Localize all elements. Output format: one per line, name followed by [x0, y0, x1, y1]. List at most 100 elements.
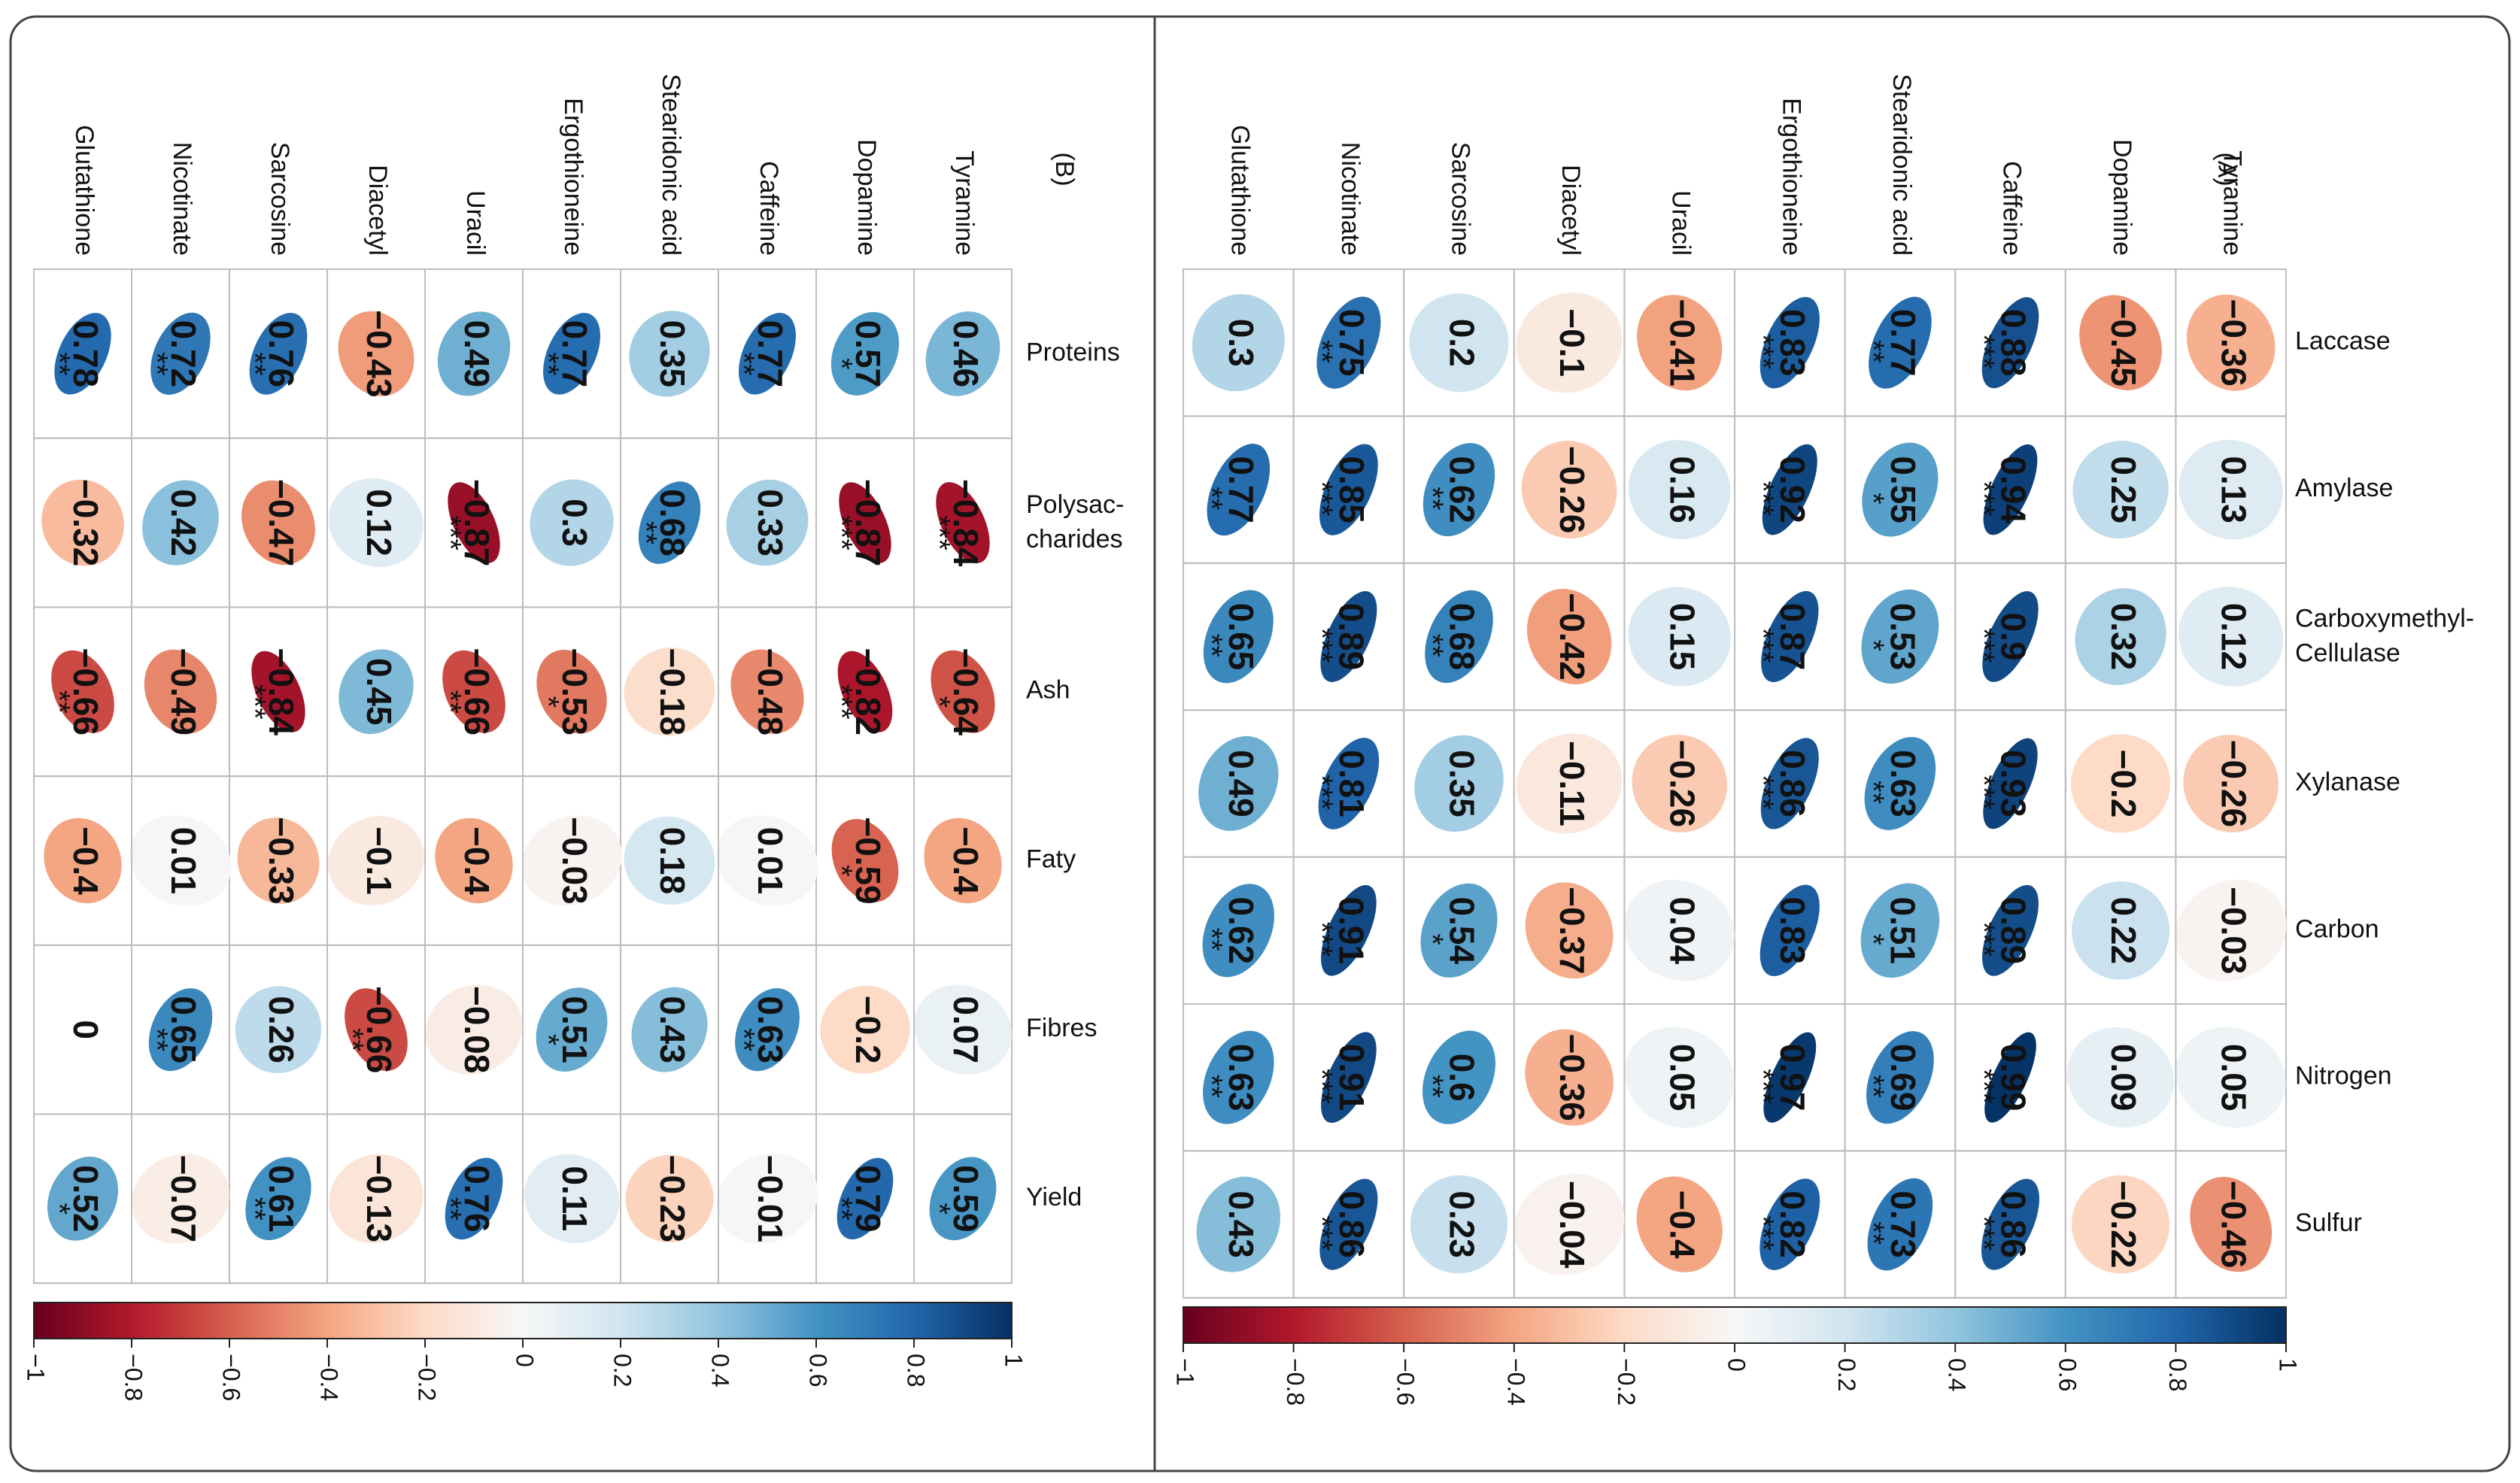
correlation-ellipse — [329, 478, 424, 568]
correlation-value: 0.3 — [555, 499, 594, 547]
correlation-value: 0.91 — [1332, 1044, 1371, 1111]
significance-stars: ** — [727, 1028, 761, 1051]
correlation-value: −0.4 — [66, 826, 105, 895]
significance-stars: ** — [1857, 1221, 1890, 1245]
correlation-ellipse — [1866, 1031, 1934, 1124]
correlation-value: 0.04 — [1663, 897, 1702, 965]
variable-label: Uracil — [1667, 190, 1696, 256]
correlation-ellipse — [521, 815, 622, 906]
property-label: Carbon — [2295, 914, 2379, 943]
significance-stars: *** — [1305, 775, 1338, 810]
significance-stars: ** — [1416, 487, 1449, 510]
correlation-value: −0.4 — [457, 826, 496, 895]
correlation-value: −0.37 — [1553, 887, 1592, 974]
correlation-ellipse — [1983, 444, 2038, 535]
significance-stars: ** — [1857, 1075, 1890, 1098]
significance-stars: ** — [1195, 927, 1228, 951]
colorbar-tick-label: 0 — [1723, 1358, 1750, 1372]
correlation-value: −0.45 — [2104, 299, 2143, 386]
correlation-value: −0.03 — [2215, 887, 2254, 974]
correlation-ellipse — [925, 311, 1000, 396]
correlation-ellipse — [536, 649, 607, 734]
significance-stars: *** — [1967, 775, 2000, 810]
correlation-ellipse — [1409, 293, 1509, 393]
correlation-value: −0.04 — [1553, 1181, 1592, 1269]
variable-label: Ergothioneine — [559, 98, 587, 256]
correlation-value: −0.64 — [946, 648, 985, 736]
significance-stars: *** — [1305, 628, 1338, 663]
correlation-ellipse — [1203, 1030, 1274, 1124]
significance-stars: ** — [336, 1028, 369, 1051]
correlation-ellipse — [1861, 589, 1939, 684]
panels: (B) Tyramine Dopamine Caffeine Stearidonic a… — [23, 74, 2475, 1406]
colorbar-tick-label: −0.8 — [120, 1354, 147, 1401]
correlation-value: 0.73 — [1884, 1190, 1923, 1258]
correlation-value: 0.55 — [1884, 456, 1923, 523]
panel-title: (A) — [2212, 152, 2241, 186]
correlation-ellipse — [150, 312, 211, 395]
colorbar-tick-label: 0.6 — [805, 1354, 832, 1387]
colorbar-tick-label: −0.6 — [1392, 1358, 1419, 1406]
property-label: Faty — [1026, 845, 1076, 873]
correlation-ellipse — [836, 1157, 894, 1240]
significance-stars: ** — [532, 352, 565, 375]
significance-stars: * — [1857, 493, 1890, 505]
correlation-value: 0.86 — [1332, 1190, 1371, 1258]
property-label: Carboxymethyl- — [2295, 604, 2474, 632]
correlation-value: −0.87 — [849, 479, 888, 566]
correlation-ellipse — [2178, 587, 2284, 687]
colorbar-tick-label: −0.4 — [316, 1354, 343, 1401]
correlation-ellipse — [1525, 882, 1614, 979]
correlation-value: 0.63 — [751, 996, 790, 1063]
correlation-value: 0.33 — [751, 489, 790, 557]
correlation-ellipse — [328, 816, 424, 905]
variable-label: Uracil — [461, 190, 490, 256]
significance-stars: *** — [1967, 922, 2000, 957]
panel-title: (B) — [1050, 152, 1079, 186]
variable-label: Nicotinate — [168, 142, 196, 256]
correlation-ellipse — [820, 985, 910, 1074]
correlation-ellipse — [1867, 1178, 1933, 1271]
significance-stars: ** — [43, 690, 76, 714]
correlation-value: 0.11 — [555, 1166, 594, 1231]
significance-stars: * — [1857, 639, 1890, 651]
colorbar-tick-label: 0.2 — [1833, 1358, 1860, 1391]
correlation-value: 0.83 — [1773, 897, 1812, 965]
correlation-value: 0.9 — [1993, 613, 2033, 661]
correlation-ellipse — [739, 313, 796, 395]
significance-stars: *** — [1305, 922, 1338, 957]
significance-stars: *** — [825, 684, 858, 720]
significance-stars: *** — [1305, 481, 1338, 516]
correlation-ellipse — [1628, 587, 1731, 687]
correlation-value: 0.87 — [1773, 603, 1812, 671]
correlation-value: −0.49 — [164, 648, 203, 735]
significance-stars: ** — [727, 352, 761, 375]
colorbar-tick-label: −0.6 — [218, 1354, 245, 1401]
correlation-value: 0.99 — [1993, 1044, 2033, 1111]
correlation-value: 0.94 — [1993, 456, 2033, 523]
correlation-value: 0.85 — [1332, 456, 1371, 523]
correlation-value: 0.2 — [1442, 319, 1481, 367]
correlation-value: −0.1 — [1553, 308, 1592, 377]
correlation-value: −0.2 — [2104, 749, 2143, 817]
correlation-value: −0.43 — [360, 310, 399, 397]
significance-stars: *** — [1305, 1069, 1338, 1104]
correlation-value: 0.05 — [2215, 1044, 2254, 1111]
correlation-ellipse — [1624, 880, 1735, 981]
colorbar-tick-label: −1 — [1172, 1358, 1199, 1385]
correlation-ellipse — [2067, 1027, 2175, 1128]
correlation-ellipse — [237, 817, 320, 904]
property-label-line2: charides — [1026, 525, 1123, 553]
correlation-ellipse — [624, 647, 715, 736]
significance-stars: ** — [630, 521, 663, 544]
correlation-ellipse — [2178, 439, 2283, 540]
correlation-ellipse — [530, 479, 614, 566]
correlation-ellipse — [1316, 296, 1381, 389]
correlation-value: −0.07 — [164, 1155, 203, 1242]
correlation-ellipse — [1869, 296, 1932, 389]
correlation-ellipse — [1984, 1032, 2036, 1123]
correlation-value: 0.61 — [262, 1165, 301, 1233]
correlation-value: 0.46 — [946, 320, 985, 388]
colorbar-tick-label: 1 — [2275, 1358, 2302, 1372]
